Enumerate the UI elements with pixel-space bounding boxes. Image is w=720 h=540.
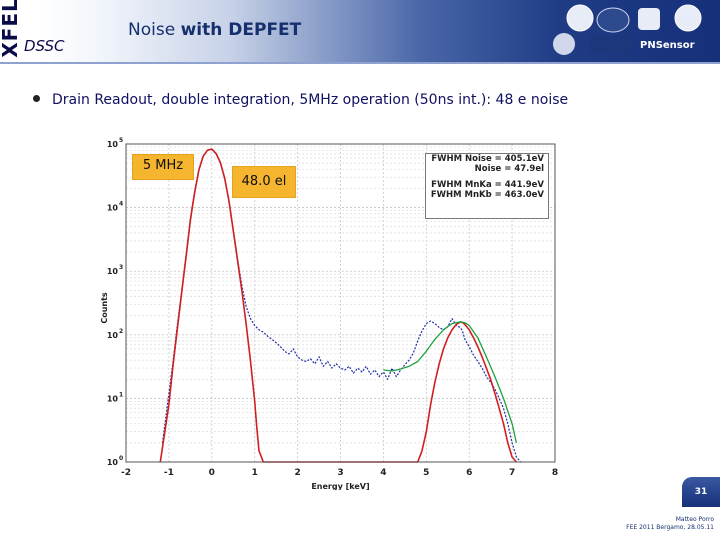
noise-note: 48.0 el	[232, 166, 296, 198]
title-bold: with DEPFET	[180, 20, 302, 40]
partner-logos: PNSensor	[553, 4, 702, 55]
x-tick-label: 5	[423, 468, 429, 478]
institute-logo-3	[590, 36, 634, 52]
pnsensor-logo: PNSensor	[640, 40, 695, 51]
y-tick-label: 10	[107, 204, 119, 213]
page-badge: 31	[682, 477, 720, 507]
fit-results-box: FWHM Noise = 405.1eV Noise = 47.9el FWHM…	[425, 153, 549, 219]
y-tick-label: 10	[107, 267, 119, 276]
y-tick-exponent: 3	[119, 264, 123, 271]
slide-title: Noise with DEPFET	[128, 20, 301, 40]
header-divider	[0, 62, 720, 64]
bullet-dot	[33, 94, 40, 102]
x-tick-label: 7	[509, 468, 515, 478]
y-tick-exponent: 4	[119, 201, 123, 208]
fit-line-3: FWHM MnKa = 441.9eV	[431, 180, 544, 190]
y-tick-label: 10	[107, 458, 119, 467]
y-axis-label: Counts	[100, 292, 109, 324]
xfel-brand: XFEL	[0, 0, 22, 58]
footer-event: FEE 2011 Bergamo, 28.05.11	[626, 524, 714, 531]
y-tick-exponent: 1	[119, 391, 123, 398]
bullet-part-4: operation (50ns int.):	[342, 92, 496, 108]
institute-logo-2	[596, 7, 630, 33]
university-seal	[674, 4, 702, 32]
y-tick-label: 10	[107, 331, 119, 340]
x-tick-label: 8	[552, 468, 558, 478]
seal-logo	[553, 33, 575, 55]
slide-footer: Matteo Porro FEE 2011 Bergamo, 28.05.11	[626, 516, 714, 532]
series-fit2	[383, 321, 518, 444]
institute-logo-1	[566, 4, 594, 32]
x-tick-label: 0	[209, 468, 215, 478]
x-tick-label: 2	[294, 468, 300, 478]
frequency-note: 5 MHz	[132, 154, 194, 180]
plot-frame	[125, 143, 556, 463]
page-number: 31	[694, 487, 708, 497]
bullet-text: Drain Readout, double integration, 5MHz …	[33, 92, 568, 108]
x-tick-label: 4	[380, 468, 386, 478]
bullet-part-5: 48 e noise	[495, 92, 569, 108]
y-tick-label: 10	[107, 394, 119, 403]
x-tick-label: 3	[337, 468, 343, 478]
y-tick-exponent: 0	[119, 455, 123, 462]
x-tick-label: -1	[164, 468, 174, 478]
y-tick-exponent: 2	[119, 328, 123, 335]
dssc-brand: DSSC	[24, 37, 65, 55]
series-measured	[161, 148, 522, 463]
bullet-part-1: Drain Readout,	[52, 92, 162, 108]
bullet-part-3: 5MHz	[294, 92, 343, 108]
bullet-part-2: double integration,	[161, 92, 295, 108]
fit-line-4: FWHM MnKb = 463.0eV	[430, 190, 544, 200]
x-tick-label: -2	[121, 468, 131, 478]
x-axis-label: Energy [keV]	[311, 482, 369, 490]
x-tick-label: 1	[252, 468, 258, 478]
y-tick-exponent: 5	[119, 137, 123, 144]
x-tick-label: 6	[466, 468, 472, 478]
title-plain: Noise	[128, 20, 176, 40]
desy-logo	[638, 8, 660, 30]
fit-line-1: FWHM Noise = 405.1eV	[431, 154, 544, 164]
y-tick-label: 10	[107, 140, 119, 149]
fit-line-2: Noise = 47.9el	[474, 164, 544, 174]
footer-author: Matteo Porro	[675, 516, 714, 523]
